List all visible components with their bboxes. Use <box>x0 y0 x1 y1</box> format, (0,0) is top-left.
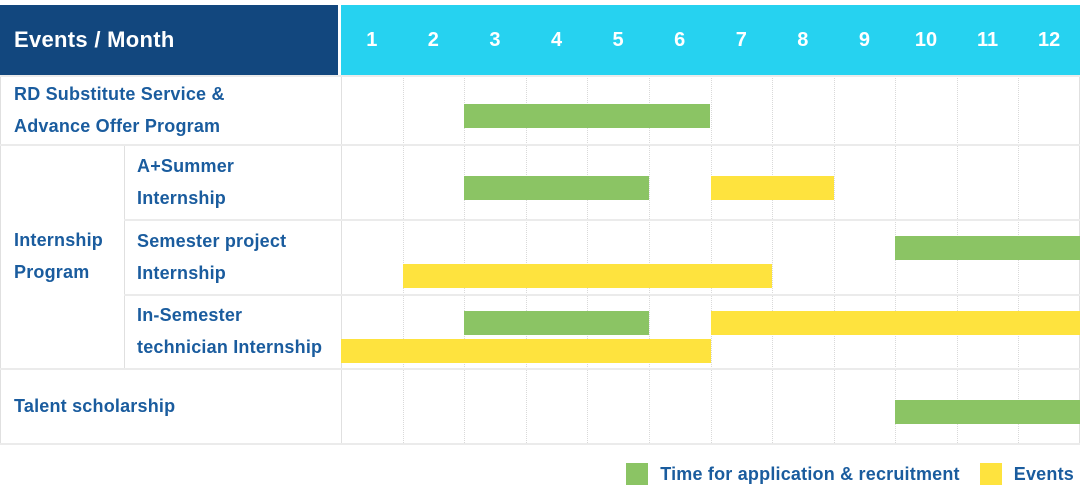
row-separator <box>124 219 1080 221</box>
row-label-line: Internship <box>137 187 227 208</box>
gantt-bar-event-m1-m6 <box>341 339 711 363</box>
row-label-in-semester-technician-internship: In-Semester technician Internship <box>124 294 341 368</box>
gantt-bar-recruitment-m10-m12 <box>895 400 1080 424</box>
month-gridline <box>402 75 404 443</box>
gantt-bar-event-m7-m12 <box>710 311 1080 335</box>
events-month-header-label: Events / Month <box>14 27 175 52</box>
month-header-cell-9: 9 <box>858 28 870 51</box>
row-separator <box>0 144 1080 146</box>
gantt-bar-recruitment-m3-m5 <box>464 311 649 335</box>
row-label-line: Advance Offer Program <box>14 115 221 136</box>
month-header-cell-12: 12 <box>1038 28 1061 51</box>
row-label-line: In-Semester <box>137 305 243 325</box>
month-header-cell-11: 11 <box>976 28 999 51</box>
month-gridline <box>833 75 835 443</box>
legend-swatch-event <box>979 463 1002 485</box>
group-label-internship-program: Internship Program <box>0 144 124 368</box>
month-header-cell-8: 8 <box>797 28 809 51</box>
legend-label-event: Events <box>1013 463 1074 484</box>
row-label-rd-substitute-service-advance-offer-program: RD Substitute Service & Advance Offer Pro… <box>0 75 341 144</box>
legend-item-recruitment: Time for application & recruitment <box>626 463 960 485</box>
row-label-talent-scholarship: Talent scholarship <box>0 368 341 443</box>
legend-label-recruitment: Time for application & recruitment <box>660 463 960 484</box>
months-header-row: 1 2 3 4 5 6 7 8 9 10 11 12 <box>341 5 1080 75</box>
month-header-cell-4: 4 <box>550 28 563 51</box>
row-label-line: A+Summer <box>137 155 235 176</box>
gantt-bar-recruitment-m10-m12 <box>895 236 1080 260</box>
gantt-bar-recruitment-m3-m6 <box>464 104 711 128</box>
table-bottom-border <box>0 443 1080 445</box>
row-label-semester-project-internship: Semester project Internship <box>124 219 341 294</box>
group-label-line: Program <box>14 262 90 282</box>
legend-swatch-recruitment <box>626 463 649 485</box>
row-label-line: Talent scholarship <box>14 395 176 416</box>
row-separator <box>0 75 1080 77</box>
row-separator <box>0 368 1080 370</box>
events-month-header: Events / Month <box>0 5 338 75</box>
month-header-cell-1: 1 <box>366 28 378 51</box>
group-label-line: Internship <box>14 230 104 250</box>
month-gridline <box>648 75 650 443</box>
table-left-border <box>0 75 1 443</box>
month-gridline <box>464 75 466 443</box>
row-label-a-summer-internship: A+Summer Internship <box>124 144 341 219</box>
month-header-cell-3: 3 <box>489 28 501 51</box>
row-label-line: Internship <box>137 262 227 283</box>
row-label-line: technician Internship <box>137 337 323 357</box>
month-header-cell-6: 6 <box>674 28 686 51</box>
gantt-bar-event-m7-m8 <box>710 176 834 200</box>
month-gridline <box>710 75 712 443</box>
label-chart-divider <box>341 75 342 443</box>
gantt-bar-recruitment-m3-m5 <box>464 176 649 200</box>
row-separator <box>124 294 1080 296</box>
legend-item-event: Events <box>979 463 1074 485</box>
row-label-line: Semester project <box>137 230 287 251</box>
month-gridline <box>525 75 527 443</box>
month-header-cell-2: 2 <box>427 28 439 51</box>
group-subrow-divider <box>124 144 125 368</box>
row-label-line: RD Substitute Service & <box>14 83 225 104</box>
gantt-bar-event-m2-m7 <box>402 264 773 288</box>
month-header-cell-7: 7 <box>735 28 747 51</box>
month-gridline <box>587 75 589 443</box>
legend: Time for application & recruitment Events <box>606 461 1074 487</box>
month-header-cell-10: 10 <box>914 28 938 51</box>
month-gridline <box>772 75 774 443</box>
month-header-cell-5: 5 <box>612 28 624 51</box>
